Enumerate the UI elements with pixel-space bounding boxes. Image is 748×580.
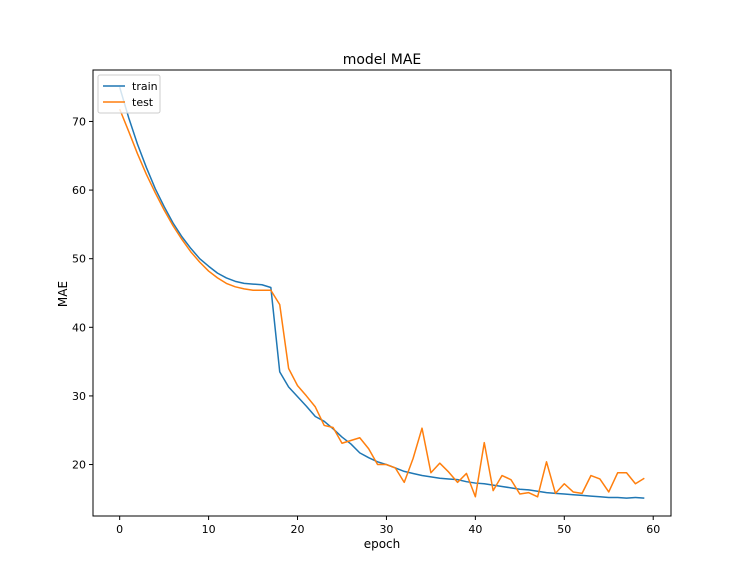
x-axis-label: epoch — [364, 537, 401, 551]
legend: train test — [97, 74, 161, 114]
series-line-train — [118, 86, 645, 499]
plot-area — [93, 70, 671, 516]
legend-box — [97, 74, 161, 114]
y-axis-ticks: 20 30 40 50 60 70 — [72, 115, 93, 472]
x-tick-label: 20 — [291, 523, 305, 536]
x-tick-label: 60 — [646, 523, 660, 536]
y-tick-label: 60 — [72, 184, 86, 197]
y-axis-label: MAE — [56, 281, 70, 307]
y-tick-label: 40 — [72, 321, 86, 334]
y-tick-label: 50 — [72, 253, 86, 266]
x-tick-label: 50 — [557, 523, 571, 536]
legend-label-test: test — [132, 96, 154, 109]
plot-frame — [92, 69, 672, 517]
series-layer — [118, 86, 645, 499]
series-line-test — [118, 108, 645, 498]
y-tick-label: 70 — [72, 115, 86, 128]
x-tick-label: 30 — [379, 523, 393, 536]
legend-label-train: train — [132, 80, 158, 93]
y-tick-label: 30 — [72, 390, 86, 403]
x-tick-label: 10 — [202, 523, 216, 536]
x-axis-ticks: 0 10 20 30 40 50 60 — [116, 516, 660, 536]
chart-title: model MAE — [343, 52, 422, 68]
x-tick-label: 0 — [116, 523, 123, 536]
x-tick-label: 40 — [468, 523, 482, 536]
y-tick-label: 20 — [72, 459, 86, 472]
